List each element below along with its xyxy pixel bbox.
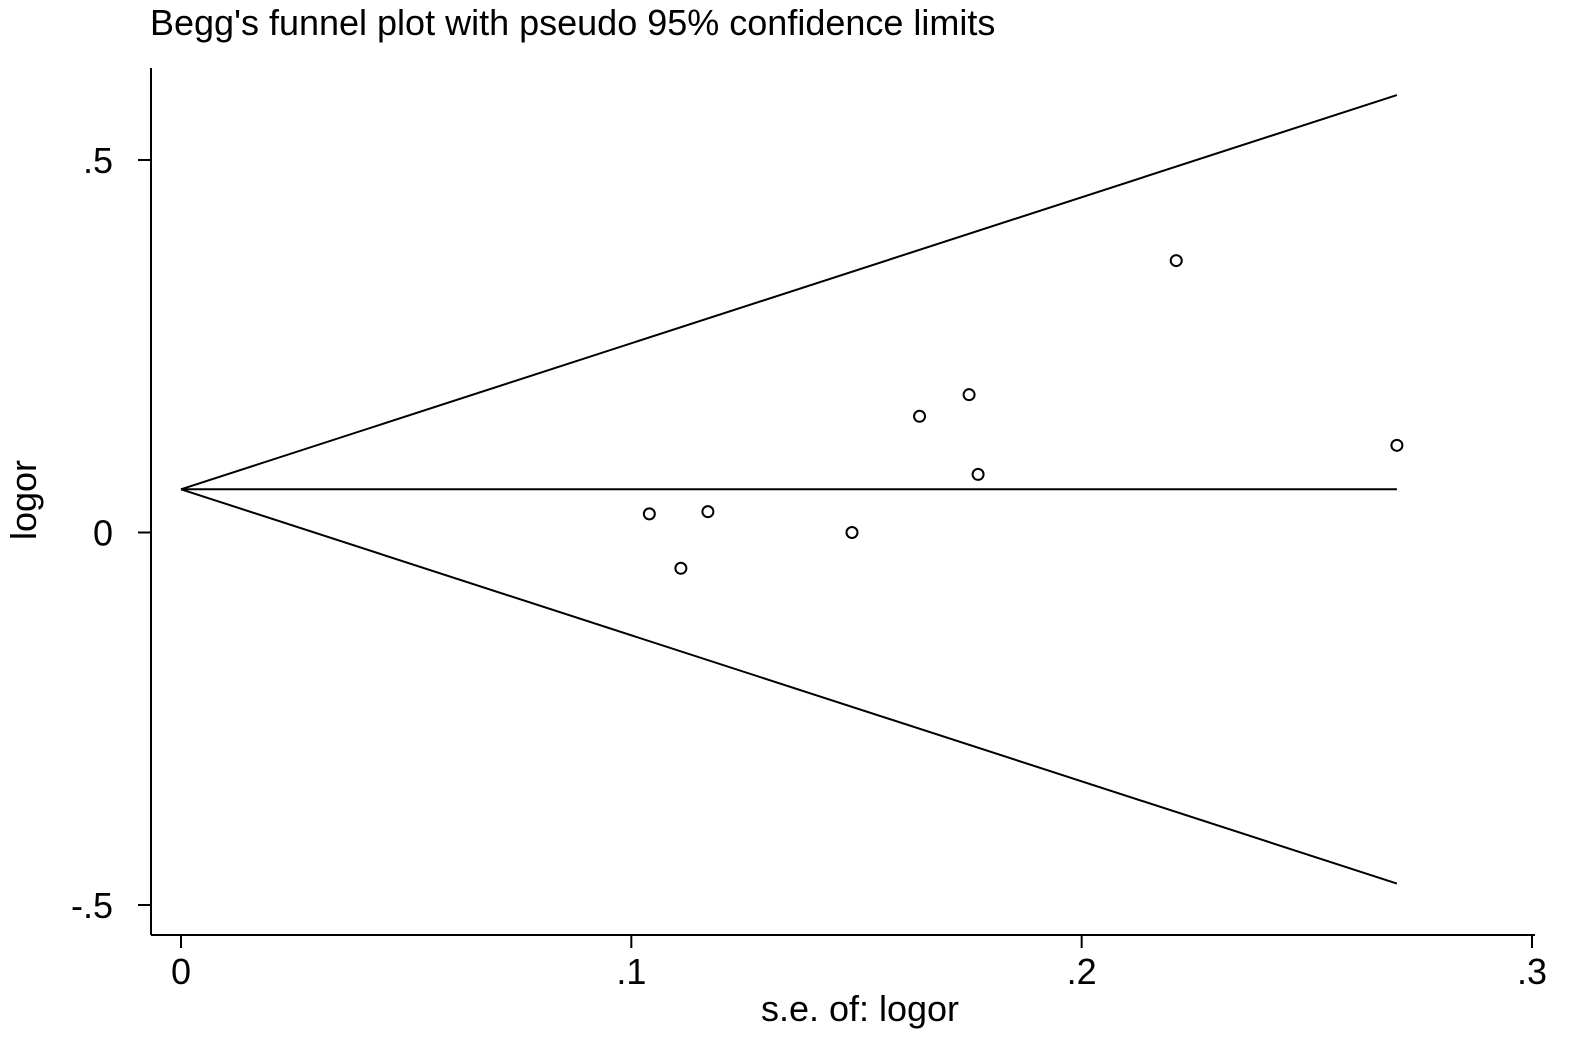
confidence-funnel xyxy=(180,94,1398,885)
lower-confidence-limit xyxy=(180,488,1398,885)
study-point xyxy=(962,388,976,402)
x-tick-label: .2 xyxy=(1067,951,1097,992)
x-tick-label: 0 xyxy=(171,951,191,992)
study-point xyxy=(845,526,859,539)
study-point xyxy=(1169,254,1183,268)
y-tick-label: .5 xyxy=(83,140,113,181)
x-tick-label: .1 xyxy=(616,951,646,992)
study-point xyxy=(913,409,927,423)
y-ticks: -.5 0 .5 xyxy=(71,140,151,926)
x-axis-label: s.e. of: logor xyxy=(760,988,960,1029)
x-tick-label: .3 xyxy=(1517,951,1547,992)
y-tick-label: -.5 xyxy=(71,885,113,926)
study-point xyxy=(701,505,715,519)
study-point xyxy=(674,561,688,575)
upper-confidence-limit xyxy=(180,94,1398,491)
study-point xyxy=(642,507,656,521)
x-ticks: 0 .1 .2 .3 xyxy=(171,935,1547,992)
y-tick-label: 0 xyxy=(93,513,113,554)
study-point xyxy=(1390,438,1404,452)
chart-title: Begg's funnel plot with pseudo 95% confi… xyxy=(150,2,996,43)
study-points xyxy=(642,254,1404,575)
study-point xyxy=(971,467,985,481)
